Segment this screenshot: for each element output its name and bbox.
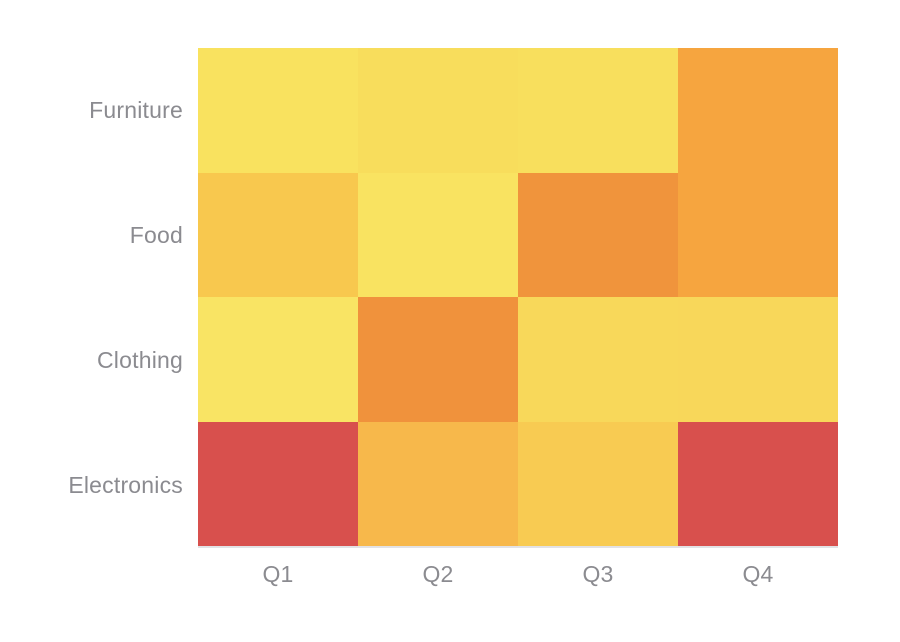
heatmap-cell-food-q3 xyxy=(518,172,678,297)
heatmap-cell-clothing-q4 xyxy=(678,297,838,422)
y-axis-label-clothing: Clothing xyxy=(97,347,183,373)
heatmap-grid xyxy=(198,48,838,548)
heatmap-cell-electronics-q2 xyxy=(358,421,518,546)
x-axis-label-q2: Q2 xyxy=(422,561,454,587)
y-axis-label-electronics: Electronics xyxy=(68,472,183,498)
heatmap-cell-furniture-q3 xyxy=(518,48,678,173)
heatmap-cell-furniture-q1 xyxy=(198,48,358,173)
heatmap-cell-food-q2 xyxy=(358,172,518,297)
heatmap-cell-electronics-q1 xyxy=(198,421,358,546)
x-axis-label-q4: Q4 xyxy=(742,561,774,587)
x-axis-labels: Q1 Q2 Q3 Q4 xyxy=(198,558,838,590)
heatmap-cell-clothing-q1 xyxy=(198,297,358,422)
heatmap-cell-food-q4 xyxy=(678,172,838,297)
y-axis-label-food: Food xyxy=(129,222,183,248)
y-axis-label-furniture: Furniture xyxy=(89,97,183,123)
x-axis-label-q3: Q3 xyxy=(582,561,614,587)
heatmap-cell-clothing-q2 xyxy=(358,297,518,422)
heatmap-cell-furniture-q2 xyxy=(358,48,518,173)
heatmap-cell-food-q1 xyxy=(198,172,358,297)
heatmap-cell-electronics-q4 xyxy=(678,421,838,546)
x-axis-label-q1: Q1 xyxy=(262,561,294,587)
heatmap-cell-clothing-q3 xyxy=(518,297,678,422)
y-axis-labels: Furniture Food Clothing Electronics xyxy=(0,48,183,548)
heatmap-cell-furniture-q4 xyxy=(678,48,838,173)
heatmap-cell-electronics-q3 xyxy=(518,421,678,546)
